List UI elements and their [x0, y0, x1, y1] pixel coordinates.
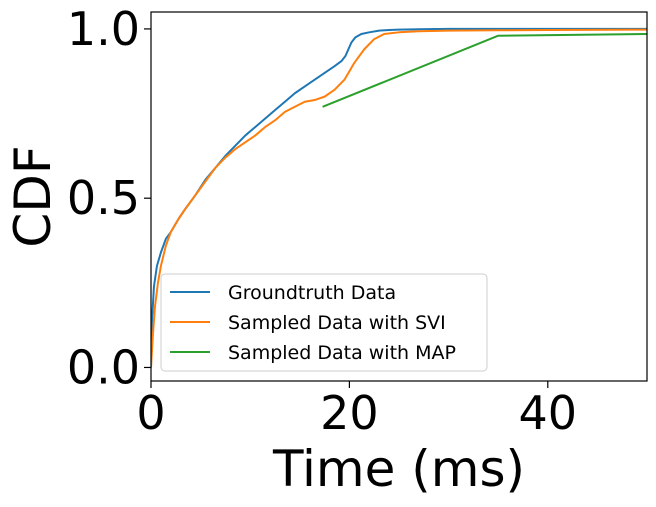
y-tick-label: 1.0	[67, 2, 140, 56]
plot-frame	[150, 11, 648, 382]
legend-items: Groundtruth Data Sampled Data with SVI Sam…	[170, 282, 456, 364]
legend-label-1: Groundtruth Data	[228, 282, 396, 304]
x-axis-title: Time (ms)	[272, 440, 525, 498]
legend-label-2: Sampled Data with SVI	[228, 312, 446, 334]
x-tick-label: 0	[136, 386, 165, 440]
legend-box	[160, 273, 488, 372]
y-tick-label: 0.0	[67, 340, 140, 394]
x-tick-label: 40	[519, 386, 578, 440]
legend-label-3: Sampled Data with MAP	[228, 342, 456, 364]
series-line-2	[151, 28, 647, 368]
y-tick-label: 0.5	[67, 171, 140, 225]
ticks-layer: 0 20 40 0.0 0.5 1.0	[67, 2, 577, 440]
series-line-3	[322, 33, 647, 108]
legend: Groundtruth Data Sampled Data with SVI Sam…	[160, 273, 488, 372]
plot-content	[151, 27, 647, 368]
y-axis-title: CDF	[4, 145, 62, 247]
x-tick-label: 20	[320, 386, 379, 440]
